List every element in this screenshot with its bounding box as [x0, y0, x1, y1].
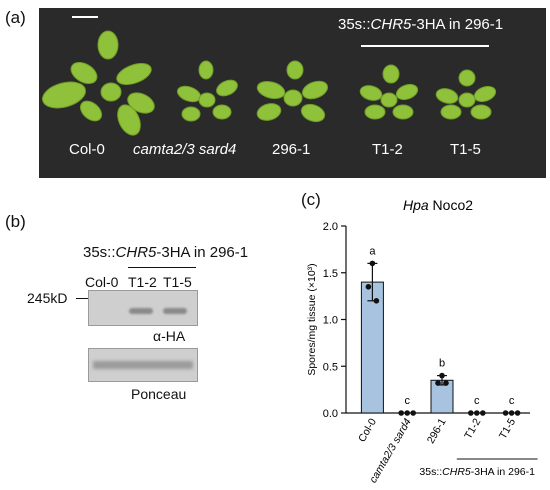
group-label: 35s::CHR5-3HA in 296-1 [419, 466, 535, 478]
panel-a-label: (a) [5, 8, 26, 27]
plant-label: camta2/3 sard4 [133, 141, 237, 158]
photo-header: 35s::CHR5-3HA in 296-1 [338, 16, 504, 33]
data-point [373, 298, 380, 304]
scale-bar [72, 16, 98, 18]
plant-photo: 35s::CHR5-3HA in 296-1 [39, 8, 546, 178]
x-tick-label: T1-2 [462, 416, 483, 441]
significance-letter: b [439, 358, 445, 370]
plant-camta [176, 60, 238, 122]
plant-label: Col-0 [69, 141, 105, 158]
plants-drawing [42, 30, 497, 136]
data-point [435, 380, 441, 386]
data-point [365, 283, 372, 290]
band-t1-2 [129, 308, 153, 314]
photo-header-line [361, 45, 489, 47]
y-tick-label: 1.5 [323, 268, 338, 280]
bar [360, 281, 384, 414]
data-point [369, 260, 376, 267]
data-point [508, 410, 515, 416]
plant-t1-2 [359, 64, 419, 120]
data-point [443, 380, 449, 386]
western-blot [88, 290, 198, 326]
blot2-label: Ponceau [131, 386, 187, 402]
data-point [514, 410, 521, 416]
plant-296-1 [256, 60, 329, 123]
lane-label: T1-5 [163, 274, 192, 290]
x-tick-label: Col-0 [356, 416, 379, 444]
significance-letter: a [369, 245, 376, 257]
significance-letter: c [509, 395, 515, 407]
lane-label: Col-0 [85, 274, 119, 290]
panel-c-label: (c) [301, 190, 321, 209]
y-tick-label: 2.0 [323, 221, 338, 233]
blot-header-line [128, 267, 196, 268]
data-point [439, 372, 445, 379]
panel-b-label: (b) [5, 212, 26, 231]
data-point [480, 410, 486, 416]
y-tick-label: 1.0 [323, 315, 338, 327]
data-point [468, 410, 474, 416]
plant-t1-5 [435, 69, 497, 120]
plant-label: 296-1 [272, 141, 311, 158]
y-tick-label: 0.5 [323, 361, 338, 373]
x-tick-label: 296-1 [425, 416, 449, 445]
plant-col0 [42, 30, 155, 136]
ponceau-band [93, 361, 193, 369]
ponceau-blot [88, 348, 198, 382]
data-point [474, 410, 480, 416]
marker-label: 245kD [27, 290, 68, 306]
blot-header: 35s::CHR5-3HA in 296-1 [83, 244, 249, 261]
x-tick-label: T1-5 [497, 416, 518, 441]
lane-label: T1-2 [128, 274, 157, 290]
data-point [398, 410, 405, 416]
data-point [404, 410, 411, 416]
y-axis-label: Spores/mg tissue (×10³) [306, 263, 318, 375]
significance-letter: c [474, 395, 480, 407]
band-t1-5 [163, 308, 187, 314]
marker-tick [76, 298, 88, 299]
blot1-label: α-HA [153, 328, 186, 344]
data-point [410, 410, 417, 416]
chart-title: Hpa Noco2 [403, 197, 473, 213]
y-tick-label: 0.0 [323, 408, 338, 420]
plant-label: T1-5 [450, 141, 481, 158]
significance-letter: c [404, 395, 410, 407]
plant-label: T1-2 [372, 141, 403, 158]
data-point [502, 410, 509, 416]
